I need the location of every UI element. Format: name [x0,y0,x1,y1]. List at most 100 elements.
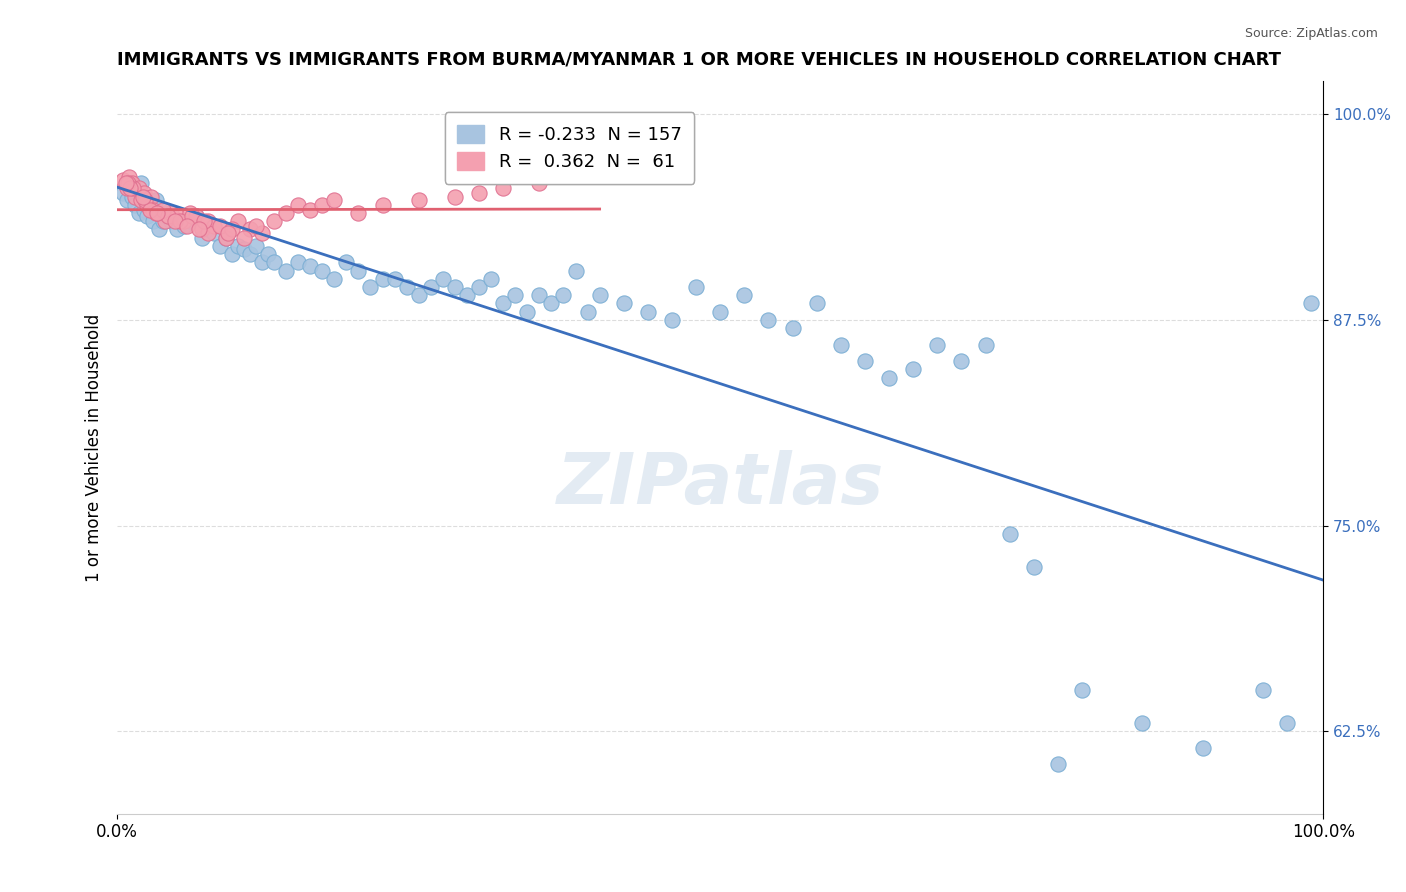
Point [685,280,707,294]
Point [287,255,309,269]
Point [124,189,146,203]
Point [134,193,156,207]
Point [169,214,191,228]
Point [444,280,467,294]
Point [115,181,138,195]
Point [1130,716,1153,731]
Point [232,242,254,256]
Point [613,296,636,310]
Point [124,198,146,212]
Point [347,263,370,277]
Point [131,177,153,191]
Point [239,222,262,236]
Point [221,222,243,236]
Point [1301,296,1323,310]
Point [408,193,430,207]
Point [806,296,828,310]
Point [142,202,165,217]
Point [323,193,346,207]
Point [419,280,441,294]
Point [215,230,238,244]
Point [503,288,526,302]
Point [479,272,502,286]
Point [274,263,297,277]
Point [311,198,333,212]
Point [950,354,973,368]
Point [529,177,551,191]
Point [998,526,1021,541]
Point [492,296,515,310]
Point [136,198,159,212]
Point [139,189,162,203]
Point [250,255,273,269]
Point [347,206,370,220]
Point [1251,683,1274,698]
Point [709,304,731,318]
Point [226,214,249,228]
Point [974,337,997,351]
Point [444,189,467,203]
Point [758,313,780,327]
Point [155,214,177,228]
Point [927,337,949,351]
Point [156,209,179,223]
Point [122,181,145,195]
Point [540,296,562,310]
Point [830,337,852,351]
Point [335,255,357,269]
Point [155,206,177,220]
Text: Source: ZipAtlas.com: Source: ZipAtlas.com [1244,27,1378,40]
Point [190,222,212,236]
Text: IMMIGRANTS VS IMMIGRANTS FROM BURMA/MYANMAR 1 OR MORE VEHICLES IN HOUSEHOLD CORR: IMMIGRANTS VS IMMIGRANTS FROM BURMA/MYAN… [117,51,1281,69]
Point [263,255,285,269]
Point [139,202,162,217]
Point [492,181,515,195]
Point [903,362,925,376]
Point [853,354,876,368]
Point [146,206,169,220]
Point [193,214,215,228]
Point [148,206,170,220]
Point [176,219,198,234]
Point [299,259,322,273]
Point [311,263,333,277]
Point [395,280,418,294]
Point [145,206,167,220]
Point [197,226,219,240]
Point [1191,740,1213,755]
Point [202,219,225,234]
Point [323,272,346,286]
Point [299,202,322,217]
Point [637,304,659,318]
Point [112,173,135,187]
Point [263,214,285,228]
Point [190,230,212,244]
Point [384,272,406,286]
Point [733,288,755,302]
Point [661,313,683,327]
Point [468,280,491,294]
Point [564,263,586,277]
Point [287,198,309,212]
Point [208,239,231,253]
Point [371,198,394,212]
Point [215,230,238,244]
Point [160,206,183,220]
Point [188,222,211,236]
Point [239,247,262,261]
Point [121,177,143,191]
Point [274,206,297,220]
Point [576,304,599,318]
Point [165,214,187,228]
Point [184,209,207,223]
Point [529,288,551,302]
Point [166,222,188,236]
Point [208,219,231,234]
Point [588,288,610,302]
Point [516,304,538,318]
Point [371,272,394,286]
Point [160,214,183,228]
Point [245,239,267,253]
Point [217,226,239,240]
Point [245,219,267,234]
